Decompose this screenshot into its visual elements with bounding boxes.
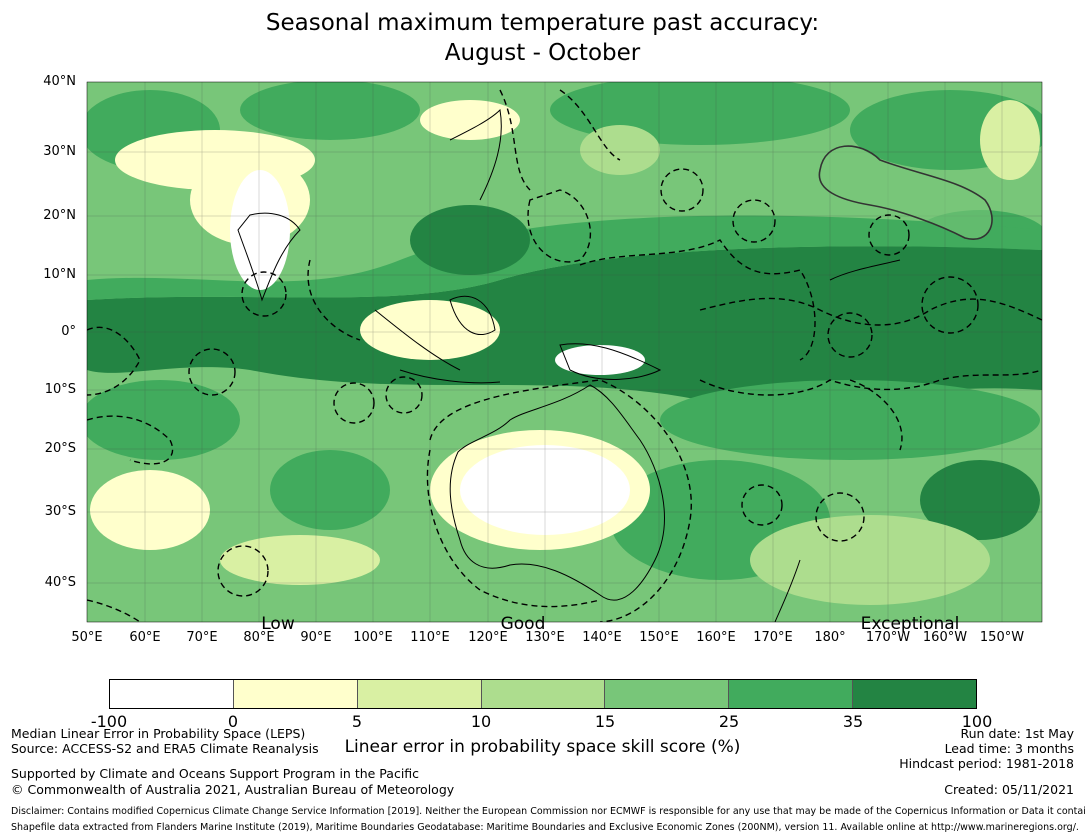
colorbar-segment [357,680,482,708]
map-panel [86,81,1043,623]
lon-label: 170°W [865,630,911,645]
footer-leps: Median Linear Error in Probability Space… [11,726,306,741]
colorbar-tick: 5 [351,712,363,731]
lat-label: 20°N [43,208,76,223]
coastlines [237,108,901,622]
lon-label: 80°E [243,630,275,645]
colorbar-label: Linear error in probability space skill … [344,737,741,757]
title-line-1: Seasonal maximum temperature past accura… [265,10,820,36]
lon-label: 110°E [410,630,450,645]
run-date: Run date: 1st May [960,726,1075,741]
lon-label: 90°E [300,630,332,645]
colorbar-tick: 15 [594,712,616,731]
colorbar-tick: 100 [961,712,993,731]
colorbar-segment [233,680,358,708]
footer-source: Source: ACCESS-S2 and ERA5 Climate Reana… [11,741,319,756]
colorbar-tick: 25 [718,712,740,731]
lon-label: 130°E [525,630,565,645]
colorbar-segment [729,680,854,708]
lat-label: 40°S [44,575,76,590]
colorbar-tick: 35 [842,712,864,731]
hindcast-period: Hindcast period: 1981-2018 [899,756,1074,771]
colorbar-tick: 0 [227,712,239,731]
lat-label: 40°N [43,74,76,89]
lon-label: 180° [814,630,846,645]
lat-label: 10°N [43,267,76,282]
lon-label: 70°E [186,630,218,645]
colorbar-tick: 10 [470,712,492,731]
lat-label: 30°N [43,144,76,159]
category-low: Low [261,614,295,634]
disclaimer: Disclaimer: Contains modified Copernicus… [11,806,1085,817]
lon-label: 140°E [582,630,622,645]
lon-label: 60°E [129,630,161,645]
lon-label: 120°E [468,630,508,645]
skill-field [87,82,1042,622]
footer-support: Supported by Climate and Oceans Support … [11,766,420,781]
lon-label: 150°W [979,630,1025,645]
title-line-2: August - October [444,40,641,66]
category-good: Good [500,614,546,634]
colorbar-segment [605,680,730,708]
created-date: Created: 05/11/2021 [944,782,1074,797]
lat-label: 0° [61,324,76,339]
colorbar [109,679,977,709]
lon-label: 160°W [922,630,968,645]
lon-label: 150°E [639,630,679,645]
lat-label: 30°S [44,504,76,519]
colorbar-segment [481,680,606,708]
colorbar-tick: -100 [90,712,128,731]
footer-copyright: © Commonwealth of Australia 2021, Austra… [11,782,455,797]
lat-label: 20°S [44,441,76,456]
category-exceptional: Exceptional [860,614,960,634]
lon-label: 160°E [696,630,736,645]
lon-label: 170°E [753,630,793,645]
map-title: Seasonal maximum temperature past accura… [0,8,1085,68]
lon-label: 50°E [71,630,103,645]
eez-boundaries [87,89,1042,622]
colorbar-segment [853,680,977,708]
shapefile-credit: Shapefile data extracted from Flanders M… [11,822,1079,833]
colorbar-segment [110,680,234,708]
lon-label: 100°E [353,630,393,645]
lead-time: Lead time: 3 months [944,741,1074,756]
highlight-region [818,145,993,240]
lat-label: 10°S [44,382,76,397]
